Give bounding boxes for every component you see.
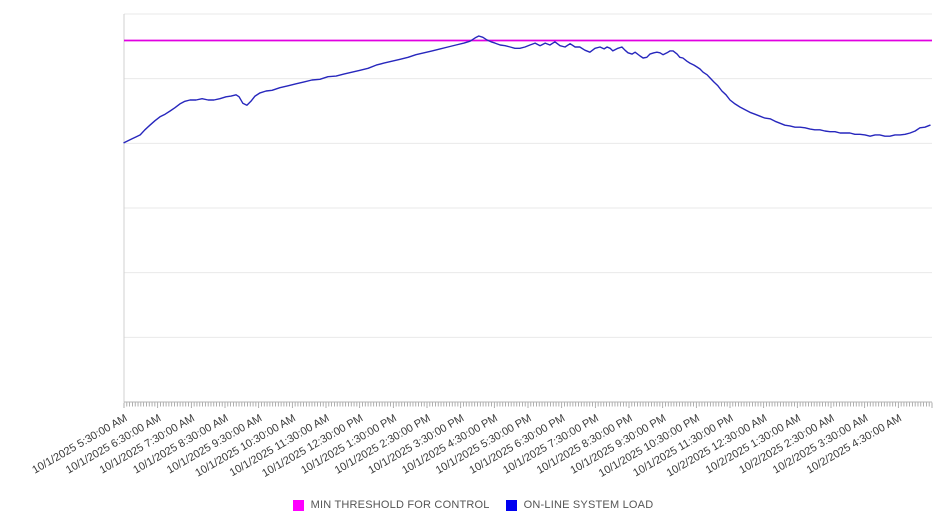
online-system-load-line [123,35,931,144]
legend-item-online-load[interactable]: ON-LINE SYSTEM LOAD [505,499,654,511]
chart-legend: MIN THRESHOLD FOR CONTROL ON-LINE SYSTEM… [0,499,946,511]
min-threshold-swatch [292,499,304,511]
legend-label-online-load: ON-LINE SYSTEM LOAD [523,499,654,511]
legend-item-min-threshold[interactable]: MIN THRESHOLD FOR CONTROL [292,499,490,511]
online-load-swatch [505,499,517,511]
legend-label-min-threshold: MIN THRESHOLD FOR CONTROL [310,499,490,511]
